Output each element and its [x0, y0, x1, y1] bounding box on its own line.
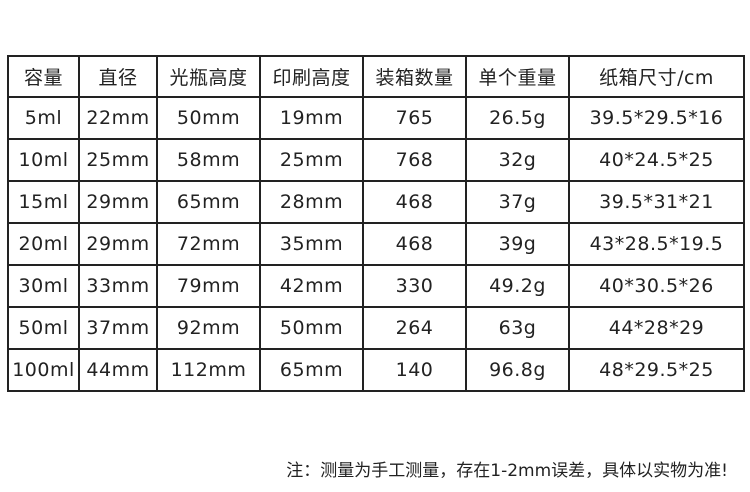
- table-cell: 42mm: [259, 264, 364, 308]
- table-cell: 22mm: [78, 96, 158, 140]
- table-row: 20ml 29mm 72mm 35mm 468 39g 43*28.5*19.5: [7, 222, 745, 266]
- table-cell: 33mm: [78, 264, 158, 308]
- table-cell: 468: [362, 180, 467, 224]
- table-cell: 468: [362, 222, 467, 266]
- table-cell: 29mm: [78, 222, 158, 266]
- table-cell: 140: [362, 348, 467, 392]
- header-cell: 光瓶高度: [156, 55, 261, 98]
- table-row: 5ml 22mm 50mm 19mm 765 26.5g 39.5*29.5*16: [7, 96, 745, 140]
- table-row: 30ml 33mm 79mm 42mm 330 49.2g 40*30.5*26: [7, 264, 745, 308]
- table-cell: 25mm: [78, 138, 158, 182]
- table-cell: 49.2g: [465, 264, 570, 308]
- table-cell: 264: [362, 306, 467, 350]
- table-cell: 58mm: [156, 138, 261, 182]
- table-cell: 26.5g: [465, 96, 570, 140]
- table-cell: 19mm: [259, 96, 364, 140]
- header-cell: 单个重量: [465, 55, 570, 98]
- table-cell: 5ml: [7, 96, 80, 140]
- table-row: 10ml 25mm 58mm 25mm 768 32g 40*24.5*25: [7, 138, 745, 182]
- table-cell: 50mm: [259, 306, 364, 350]
- table-cell: 96.8g: [465, 348, 570, 392]
- table-cell: 768: [362, 138, 467, 182]
- table-row: 15ml 29mm 65mm 28mm 468 37g 39.5*31*21: [7, 180, 745, 224]
- table-cell: 63g: [465, 306, 570, 350]
- spec-table: 容量 直径 光瓶高度 印刷高度 装箱数量 单个重量 纸箱尺寸/cm 5ml 22m…: [7, 55, 745, 392]
- table-cell: 65mm: [156, 180, 261, 224]
- table-cell: 37g: [465, 180, 570, 224]
- table-cell: 92mm: [156, 306, 261, 350]
- table-cell: 44*28*29: [568, 306, 745, 350]
- table-cell: 43*28.5*19.5: [568, 222, 745, 266]
- measurement-note: 注：测量为手工测量，存在1-2mm误差，具体以实物为准!: [286, 461, 728, 481]
- table-cell: 100ml: [7, 348, 80, 392]
- table-cell: 65mm: [259, 348, 364, 392]
- table-row: 100ml 44mm 112mm 65mm 140 96.8g 48*29.5*25: [7, 348, 745, 392]
- table-cell: 25mm: [259, 138, 364, 182]
- table-cell: 39g: [465, 222, 570, 266]
- table-cell: 72mm: [156, 222, 261, 266]
- table-cell: 28mm: [259, 180, 364, 224]
- table-cell: 48*29.5*25: [568, 348, 745, 392]
- table-cell: 44mm: [78, 348, 158, 392]
- header-cell: 装箱数量: [362, 55, 467, 98]
- table-row: 50ml 37mm 92mm 50mm 264 63g 44*28*29: [7, 306, 745, 350]
- header-cell: 直径: [78, 55, 158, 98]
- table-cell: 39.5*29.5*16: [568, 96, 745, 140]
- table-cell: 32g: [465, 138, 570, 182]
- header-cell: 印刷高度: [259, 55, 364, 98]
- table-cell: 37mm: [78, 306, 158, 350]
- table-cell: 50mm: [156, 96, 261, 140]
- table-cell: 39.5*31*21: [568, 180, 745, 224]
- header-cell: 纸箱尺寸/cm: [568, 55, 745, 98]
- table-cell: 40*30.5*26: [568, 264, 745, 308]
- table-cell: 30ml: [7, 264, 80, 308]
- table-cell: 50ml: [7, 306, 80, 350]
- table-cell: 112mm: [156, 348, 261, 392]
- table-cell: 40*24.5*25: [568, 138, 745, 182]
- table-cell: 35mm: [259, 222, 364, 266]
- table-cell: 15ml: [7, 180, 80, 224]
- table-cell: 29mm: [78, 180, 158, 224]
- table-cell: 20ml: [7, 222, 80, 266]
- header-row: 容量 直径 光瓶高度 印刷高度 装箱数量 单个重量 纸箱尺寸/cm: [7, 55, 745, 98]
- table-cell: 79mm: [156, 264, 261, 308]
- table-cell: 330: [362, 264, 467, 308]
- header-cell: 容量: [7, 55, 80, 98]
- table-cell: 765: [362, 96, 467, 140]
- table-cell: 10ml: [7, 138, 80, 182]
